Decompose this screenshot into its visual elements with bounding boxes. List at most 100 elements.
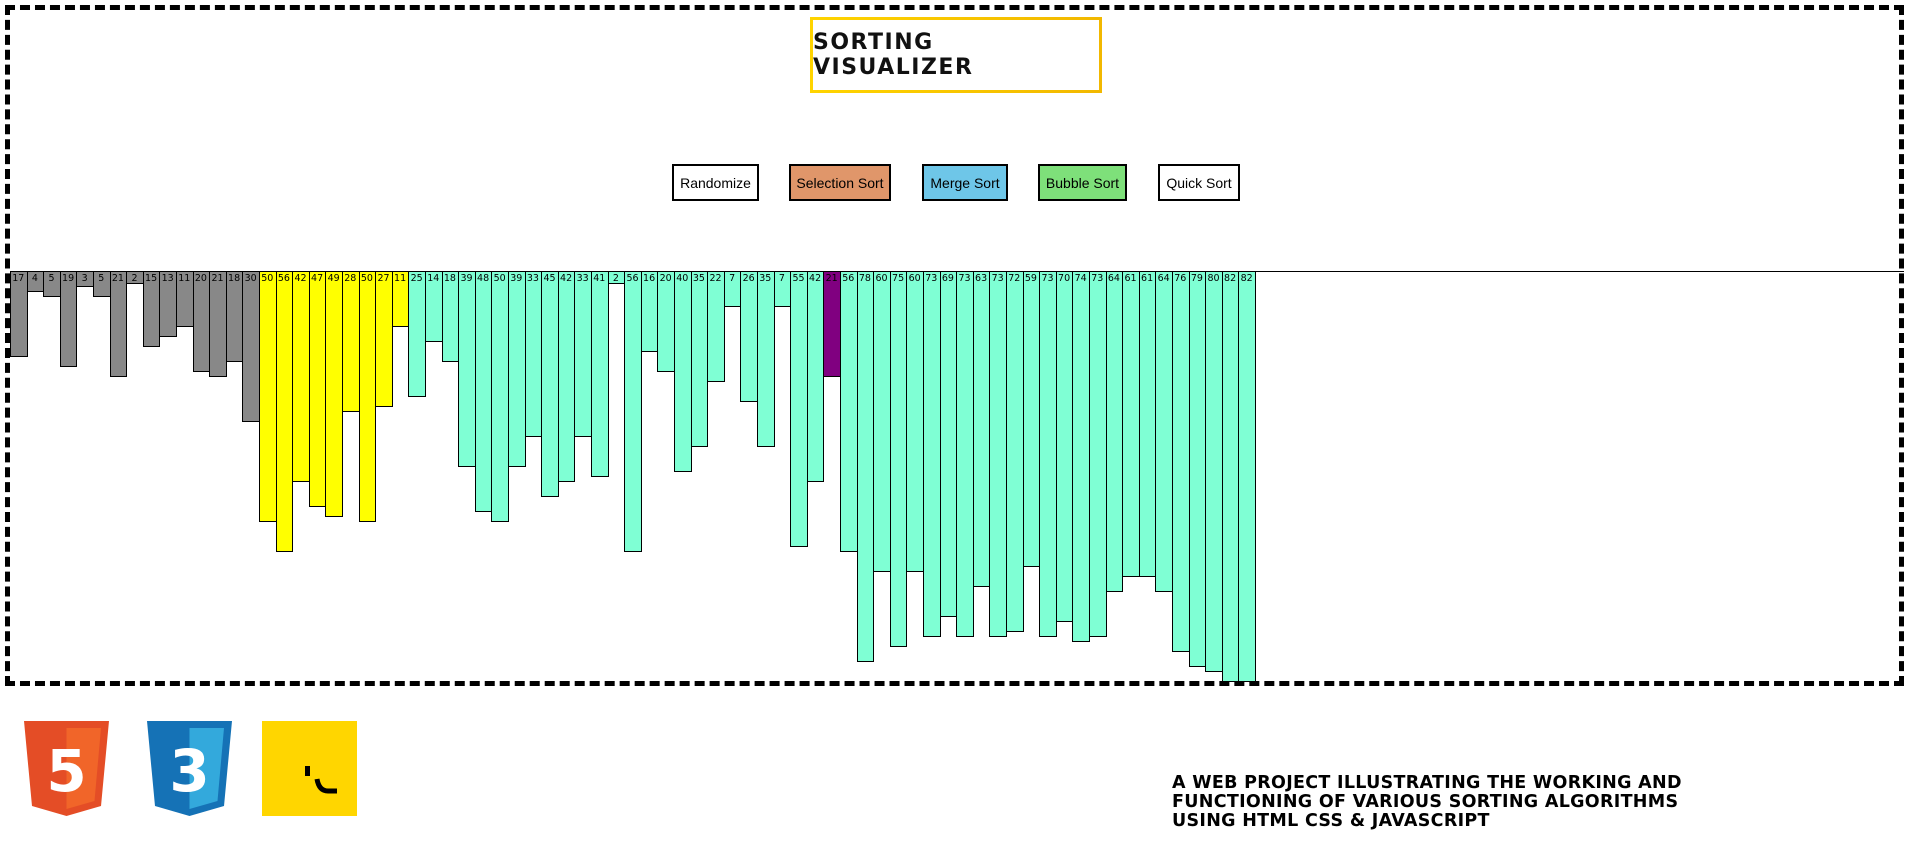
bar-value-label: 33	[526, 274, 539, 284]
bar	[906, 272, 924, 572]
bar	[1172, 272, 1190, 652]
bar	[342, 272, 360, 412]
bar-value-label: 7	[729, 274, 736, 284]
bar-value-label: 7	[778, 274, 785, 284]
bar	[375, 272, 393, 407]
bar	[939, 272, 958, 617]
bar-value-label: 56	[842, 274, 855, 284]
chart-baseline	[10, 271, 1904, 272]
bar-value-label: 15	[145, 274, 158, 284]
bar-value-label: 59	[1024, 274, 1037, 284]
description-line: FUNCTIONING OF VARIOUS SORTING ALGORITHM…	[1172, 792, 1679, 812]
bar	[408, 272, 426, 397]
bar-value-label: 82	[1224, 274, 1237, 284]
bar	[491, 272, 509, 522]
bar-value-label: 64	[1157, 274, 1170, 284]
bar-value-label: 2	[131, 274, 138, 284]
bar	[956, 272, 974, 637]
bar	[674, 272, 692, 472]
bar-value-label: 21	[111, 274, 124, 284]
bar	[1238, 272, 1256, 682]
bar-value-label: 45	[543, 274, 556, 284]
title-box: SORTING VISUALIZER	[810, 17, 1102, 93]
bar	[690, 272, 709, 447]
bar-value-label: 56	[277, 274, 290, 284]
bar-value-label: 22	[709, 274, 722, 284]
bar-value-label: 18	[443, 274, 456, 284]
bar-value-label: 73	[958, 274, 971, 284]
bar-value-label: 70	[1058, 274, 1071, 284]
bar-value-label: 80	[1207, 274, 1220, 284]
bar-value-label: 20	[659, 274, 672, 284]
selection-sort-button[interactable]: Selection Sort	[789, 164, 891, 201]
bar	[225, 272, 244, 362]
bar-value-label: 19	[62, 274, 75, 284]
bar-value-label: 69	[941, 274, 954, 284]
css3-logo-text: 3	[169, 737, 209, 805]
visualizer-frame	[5, 5, 1904, 686]
bar	[458, 272, 476, 467]
bar-value-label: 73	[1091, 274, 1104, 284]
bar-value-label: 28	[344, 274, 357, 284]
bar	[1039, 272, 1057, 637]
bar	[574, 272, 592, 437]
bar	[259, 272, 277, 522]
bar-value-label: 60	[908, 274, 921, 284]
bar-value-label: 48	[477, 274, 490, 284]
bar	[308, 272, 327, 507]
bar-value-label: 21	[211, 274, 224, 284]
bar	[1072, 272, 1090, 642]
bar	[1055, 272, 1074, 622]
bar	[1188, 272, 1207, 667]
bar-value-label: 16	[643, 274, 656, 284]
description-line: USING HTML CSS & JAVASCRIPT	[1172, 811, 1490, 831]
bar	[624, 272, 642, 552]
bar	[972, 272, 991, 587]
bar-value-label: 82	[1240, 274, 1253, 284]
merge-sort-button[interactable]: Merge Sort	[922, 164, 1008, 201]
bar-value-label: 56	[626, 274, 639, 284]
bar-value-label: 13	[161, 274, 174, 284]
bar-value-label: 18	[228, 274, 241, 284]
bar	[873, 272, 891, 572]
project-description: A WEB PROJECT ILLUSTRATING THE WORKING A…	[1172, 774, 1772, 831]
bubble-sort-button[interactable]: Bubble Sort	[1038, 164, 1127, 201]
bar	[1205, 272, 1223, 672]
bar-value-label: 3	[81, 274, 88, 284]
bar-value-label: 42	[294, 274, 307, 284]
bar	[1006, 272, 1024, 632]
bar-value-label: 17	[12, 274, 25, 284]
bar-value-label: 47	[311, 274, 324, 284]
bar	[840, 272, 858, 552]
bar	[292, 272, 310, 482]
bar	[1138, 272, 1157, 577]
bar-value-label: 50	[261, 274, 274, 284]
bar-value-label: 5	[98, 274, 105, 284]
quick-sort-button[interactable]: Quick Sort	[1158, 164, 1240, 201]
bar	[524, 272, 543, 437]
bar	[1221, 272, 1240, 682]
bar-value-label: 33	[576, 274, 589, 284]
bar-value-label: 14	[427, 274, 440, 284]
bar	[1122, 272, 1140, 577]
bar	[790, 272, 808, 547]
bar	[1089, 272, 1107, 637]
bar	[889, 272, 908, 647]
html5-logo: 5	[24, 721, 109, 816]
bar	[474, 272, 493, 512]
bar	[1105, 272, 1124, 592]
bar-value-label: 42	[560, 274, 573, 284]
bar-value-label: 72	[1008, 274, 1021, 284]
bar-value-label: 2	[612, 274, 619, 284]
bar-value-label: 75	[892, 274, 905, 284]
bar	[657, 272, 675, 372]
bar	[358, 272, 377, 522]
bar-value-label: 35	[692, 274, 705, 284]
randomize-button[interactable]: Randomize	[672, 164, 759, 201]
javascript-logo	[262, 721, 357, 816]
bar	[989, 272, 1007, 637]
bar-value-label: 41	[593, 274, 606, 284]
bar-value-label: 50	[360, 274, 373, 284]
bar-value-label: 21	[825, 274, 838, 284]
